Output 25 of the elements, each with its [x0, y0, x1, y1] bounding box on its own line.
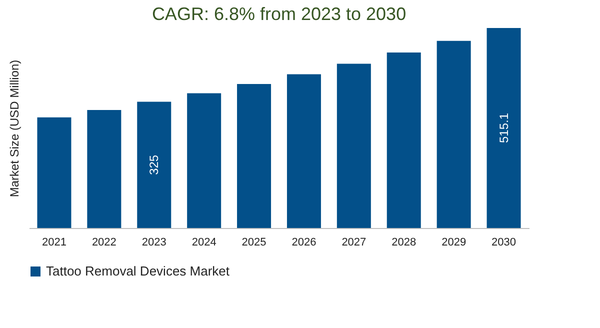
bar	[37, 117, 72, 228]
bar	[386, 52, 421, 228]
x-tick-label: 2026	[292, 236, 316, 248]
bar	[237, 84, 272, 228]
data-label: 515.1	[496, 112, 511, 144]
x-tick-label: 2025	[242, 236, 266, 248]
x-tick-label: 2030	[492, 236, 516, 248]
x-tick-label: 2024	[192, 236, 216, 248]
bar	[137, 102, 172, 228]
bar	[336, 64, 371, 228]
x-tick-label: 2027	[342, 236, 366, 248]
chart-title: CAGR: 6.8% from 2023 to 2030	[152, 4, 406, 24]
data-label: 325	[147, 154, 162, 175]
bar	[286, 74, 321, 228]
bar	[436, 40, 471, 228]
bar	[187, 93, 222, 228]
x-tick-label: 2023	[142, 236, 166, 248]
bar	[87, 110, 122, 228]
x-tick-label: 2022	[92, 236, 116, 248]
y-axis-title: Market Size (USD Million)	[8, 60, 22, 198]
x-tick-label: 2021	[42, 236, 66, 248]
x-tick-label: 2028	[392, 236, 416, 248]
bar	[486, 28, 521, 228]
legend-label: Tattoo Removal Devices Market	[46, 264, 230, 278]
x-tick-label: 2029	[442, 236, 466, 248]
